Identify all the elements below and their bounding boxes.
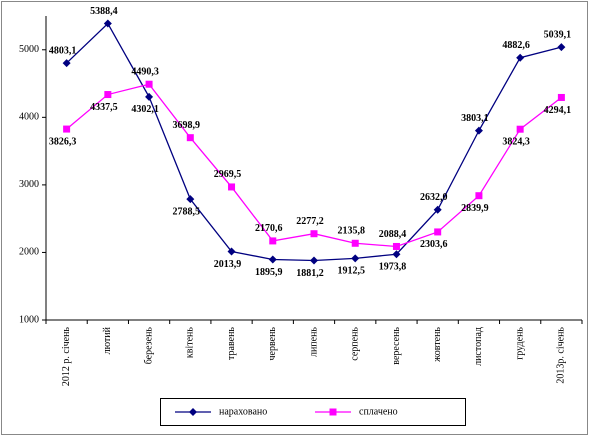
point bbox=[557, 93, 565, 101]
point bbox=[557, 43, 566, 52]
point bbox=[145, 92, 154, 101]
y-tick-label: 3000 bbox=[19, 179, 39, 190]
point bbox=[103, 19, 112, 28]
value-label: 5388,4 bbox=[90, 6, 118, 17]
point bbox=[433, 205, 442, 214]
point bbox=[516, 53, 525, 62]
x-tick-label: липень bbox=[308, 327, 319, 357]
value-label: 4294,1 bbox=[544, 105, 572, 116]
value-label: 3824,3 bbox=[502, 136, 530, 147]
value-label: 2088,4 bbox=[379, 229, 407, 240]
point bbox=[475, 192, 483, 200]
value-label: 2969,5 bbox=[214, 169, 242, 180]
value-label: 3826,3 bbox=[49, 136, 77, 147]
x-tick-label: 2012 р. січень bbox=[61, 327, 72, 387]
legend-box bbox=[160, 398, 466, 426]
value-label: 4337,5 bbox=[90, 102, 118, 113]
y-tick-label: 2000 bbox=[19, 247, 39, 258]
value-label: 1881,2 bbox=[296, 268, 324, 279]
legend-marker bbox=[329, 408, 337, 416]
point bbox=[516, 125, 524, 133]
point bbox=[186, 195, 195, 204]
point bbox=[227, 247, 236, 256]
point bbox=[145, 80, 153, 88]
point bbox=[434, 228, 442, 236]
x-tick-label: листопад bbox=[473, 327, 484, 366]
x-tick-label: серпень bbox=[350, 327, 361, 361]
value-label: 2303,6 bbox=[420, 239, 448, 250]
point bbox=[310, 230, 318, 238]
value-label: 2170,6 bbox=[255, 223, 283, 234]
point bbox=[228, 183, 236, 191]
value-label: 2788,5 bbox=[173, 206, 201, 217]
value-label: 4302,1 bbox=[131, 104, 159, 115]
point bbox=[268, 255, 277, 264]
value-label: 2277,2 bbox=[296, 216, 324, 227]
x-tick-label: лютий bbox=[102, 326, 113, 354]
value-label: 1895,9 bbox=[255, 267, 283, 278]
x-tick-label: травень bbox=[226, 327, 237, 360]
value-label: 3698,9 bbox=[173, 120, 201, 131]
y-tick-label: 5000 bbox=[19, 44, 39, 55]
x-tick-label: вересень bbox=[391, 327, 402, 365]
value-label: 4882,6 bbox=[502, 40, 530, 51]
value-label: 3803,1 bbox=[461, 113, 489, 124]
point bbox=[310, 256, 318, 265]
point bbox=[392, 242, 400, 250]
y-tick-label: 4000 bbox=[19, 112, 39, 123]
point bbox=[392, 250, 401, 259]
value-label: 4490,3 bbox=[131, 67, 159, 78]
value-label: 1912,5 bbox=[337, 266, 365, 277]
x-tick-label: червень bbox=[267, 327, 278, 361]
x-tick-label: грудень bbox=[514, 327, 525, 360]
x-tick-label: жовтень bbox=[432, 327, 443, 363]
point bbox=[351, 239, 359, 247]
point bbox=[63, 125, 71, 133]
legend-marker bbox=[189, 408, 197, 416]
x-tick-label: 2013р. січень bbox=[556, 327, 567, 384]
value-label: 2013,9 bbox=[214, 259, 242, 270]
legend-label: нараховано bbox=[219, 406, 267, 417]
point bbox=[62, 59, 71, 68]
y-tick-label: 1000 bbox=[19, 314, 39, 325]
value-label: 2135,8 bbox=[337, 226, 365, 237]
point bbox=[474, 126, 483, 135]
point bbox=[269, 237, 277, 245]
point bbox=[186, 134, 194, 142]
point bbox=[104, 91, 112, 99]
x-tick-label: березень bbox=[143, 327, 154, 365]
x-tick-label: квітень bbox=[185, 327, 196, 359]
point bbox=[351, 254, 360, 263]
legend-label: сплачено bbox=[359, 406, 398, 417]
value-label: 5039,1 bbox=[544, 29, 572, 40]
value-label: 2632,0 bbox=[420, 192, 448, 203]
value-label: 2839,9 bbox=[461, 203, 489, 214]
value-label: 4803,1 bbox=[49, 45, 77, 56]
value-label: 1973,8 bbox=[379, 262, 407, 273]
